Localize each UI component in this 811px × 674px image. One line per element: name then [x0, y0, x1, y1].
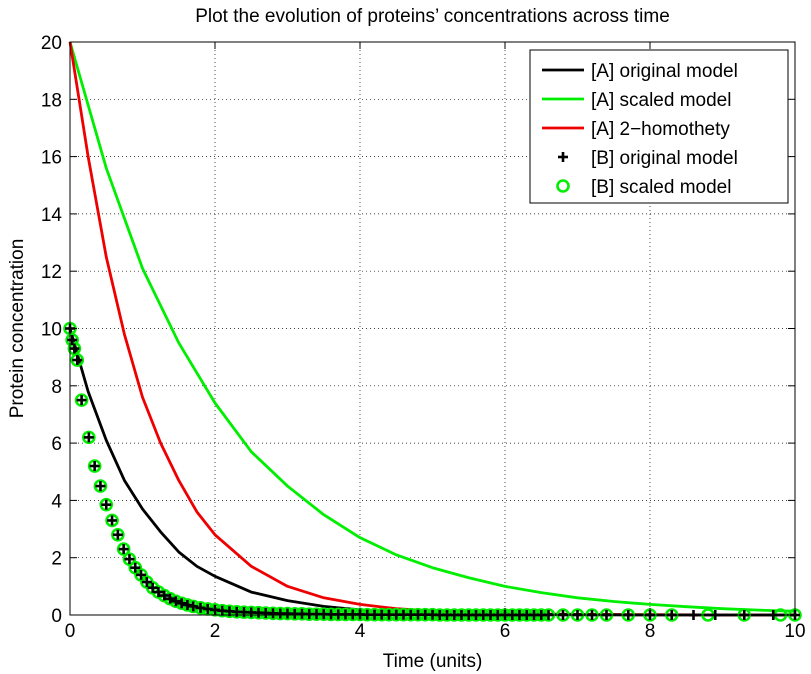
legend-label: [A] 2−homothety [591, 119, 730, 140]
circle-marker [74, 393, 89, 407]
legend-label: [B] scaled model [591, 177, 731, 198]
circle-marker [93, 479, 108, 493]
x-tick-label: 6 [500, 621, 511, 642]
legend-item: [A] scaled model [542, 90, 731, 111]
series-line [68, 41, 796, 613]
y-tick-label: 4 [51, 491, 62, 512]
plus-marker [147, 582, 158, 593]
series-0 [68, 328, 795, 617]
circle-marker [105, 513, 119, 528]
plus-marker [124, 554, 135, 565]
y-tick-label: 20 [41, 33, 62, 54]
plus-marker [165, 593, 176, 604]
plus-marker [89, 461, 100, 472]
legend-item: [A] 2−homothety [542, 119, 730, 140]
plus-marker [83, 432, 94, 443]
y-tick-label: 14 [41, 205, 63, 226]
plus-marker [170, 596, 181, 607]
circle-marker [65, 333, 79, 347]
plus-marker [112, 529, 123, 540]
plus-marker [69, 343, 80, 354]
circle-marker [111, 527, 125, 542]
legend-item: [A] original model [542, 61, 738, 82]
circle-marker [82, 430, 96, 445]
legend-label: [A] scaled model [591, 90, 731, 111]
legend-box [529, 49, 789, 204]
x-tick-label: 4 [355, 621, 366, 642]
x-tick-label: 8 [645, 621, 656, 642]
legend-swatch [558, 152, 568, 162]
legend-item: [B] original model [558, 148, 738, 169]
plus-marker [76, 395, 87, 406]
plus-marker [118, 544, 129, 555]
circle-marker [70, 353, 85, 367]
plus-marker [182, 599, 193, 610]
plus-marker [159, 590, 170, 601]
x-axis-label: Time (units) [383, 651, 483, 672]
y-tick-label: 8 [51, 377, 62, 398]
plus-marker [72, 355, 83, 366]
x-tick-label: 10 [784, 621, 805, 642]
x-tick-label: 2 [210, 621, 221, 642]
y-tick-label: 10 [41, 320, 62, 341]
plus-marker [176, 598, 187, 609]
circle-marker [99, 497, 114, 512]
tick-layer: 0 2 4 6 8 10 0 2 4 6 8 10 12 14 16 18 20 [41, 33, 806, 642]
plus-marker [153, 587, 164, 598]
x-tick-label: 0 [65, 621, 76, 642]
legend-label: [B] original model [591, 148, 738, 169]
circle-marker [87, 459, 102, 473]
y-tick-label: 16 [41, 148, 62, 169]
legend-swatch [556, 179, 570, 193]
plus-marker [101, 499, 112, 510]
series-line [68, 328, 795, 617]
plus-marker [188, 601, 199, 612]
y-tick-label: 12 [41, 262, 62, 283]
plus-marker [107, 515, 118, 526]
y-tick-label: 6 [51, 434, 62, 455]
legend: [A] original model [A] scaled model [A] 2−… [529, 49, 789, 204]
plus-marker [130, 562, 141, 573]
plus-marker [141, 577, 152, 588]
legend-label: [A] original model [591, 61, 738, 82]
y-tick-label: 0 [51, 606, 62, 627]
y-axis-label: Protein concentration [7, 239, 28, 419]
plus-marker [95, 481, 106, 492]
plus-marker [136, 569, 147, 580]
y-tick-label: 18 [41, 90, 62, 111]
legend-item: [B] scaled model [556, 177, 731, 198]
chart-title: Plot the evolution of proteins’ concentr… [195, 6, 670, 27]
series-1 [68, 41, 796, 613]
plus-marker [67, 334, 78, 345]
y-tick-label: 2 [51, 549, 62, 570]
circle-marker [116, 542, 131, 556]
